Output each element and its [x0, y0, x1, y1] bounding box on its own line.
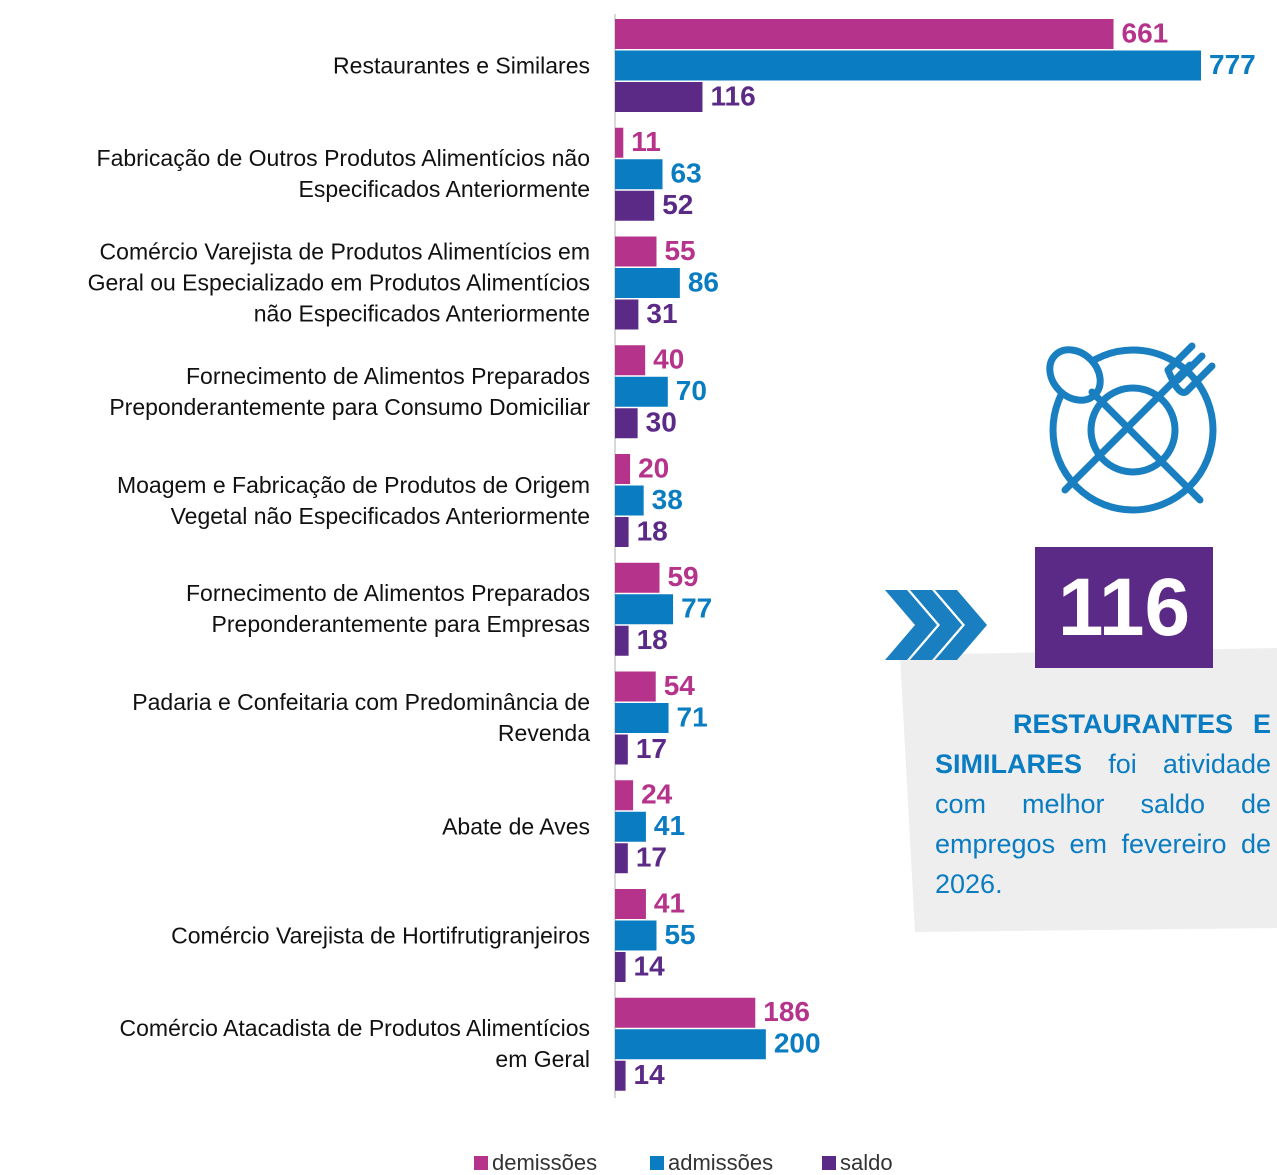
legend-label: demissões: [492, 1150, 598, 1175]
value-label: 186: [763, 996, 810, 1027]
callout-bold: RESTAURANTES E SIMILARES: [935, 709, 1271, 779]
bar: [615, 82, 703, 112]
value-label: 17: [636, 842, 667, 873]
callout-panel: [900, 648, 1277, 932]
bar: [615, 920, 657, 951]
value-label: 77: [681, 593, 712, 624]
value-label: 18: [637, 515, 668, 546]
category-label: Fornecimento de Alimentos Preparados Pre…: [109, 362, 590, 420]
value-label: 31: [646, 298, 677, 329]
value-label: 71: [677, 701, 708, 732]
value-label: 55: [664, 235, 695, 266]
category-label: Comércio Varejista de Produtos Alimentíc…: [87, 238, 590, 327]
bar: [615, 671, 656, 702]
bar: [615, 952, 626, 982]
legend-swatch: [474, 1156, 488, 1170]
bar: [615, 997, 756, 1028]
bar: [615, 734, 628, 765]
bar: [615, 1029, 766, 1060]
value-label: 116: [710, 80, 755, 111]
value-label: 18: [637, 624, 668, 655]
category-label: Comércio Varejista de Hortifrutigranjeir…: [171, 922, 590, 948]
bar: [615, 299, 639, 330]
value-label: 54: [664, 670, 696, 701]
bar: [615, 19, 1114, 49]
bar: [615, 345, 646, 376]
value-label: 14: [634, 1059, 666, 1090]
bar: [615, 236, 657, 267]
value-label: 20: [638, 452, 669, 483]
value-label: 38: [652, 484, 683, 515]
legend-item: admissões: [650, 1150, 773, 1175]
legend-swatch: [650, 1156, 664, 1170]
bar: [615, 703, 669, 733]
chevrons: [885, 590, 987, 660]
legend-label: saldo: [840, 1150, 893, 1175]
bar: [615, 408, 638, 439]
category-label: Restaurantes e Similares: [333, 52, 590, 78]
value-label: 55: [664, 919, 695, 950]
callout-value: 116: [1035, 547, 1213, 668]
value-label: 41: [654, 887, 685, 918]
bar: [615, 268, 680, 298]
bar: [615, 190, 655, 221]
bar: [615, 594, 674, 625]
value-label: 14: [634, 950, 666, 981]
value-label: 661: [1122, 17, 1169, 48]
value-label: 40: [653, 344, 684, 375]
value-label: 52: [662, 189, 693, 220]
bar: [615, 485, 644, 516]
legend-item: saldo: [822, 1150, 893, 1175]
value-label: 59: [667, 561, 698, 592]
category-label: Fabricação de Outros Produtos Alimentíci…: [96, 145, 590, 203]
plate-icon: [1046, 342, 1217, 514]
bar: [615, 159, 663, 190]
value-label: 200: [774, 1028, 821, 1059]
value-label: 30: [646, 407, 677, 438]
bar: [615, 50, 1201, 81]
category-label: Fornecimento de Alimentos Preparados Pre…: [186, 580, 590, 638]
value-label: 24: [641, 779, 673, 810]
bar: [615, 562, 660, 593]
value-label: 17: [636, 733, 667, 764]
value-label: 11: [631, 126, 661, 157]
callout-text: RESTAURANTES E SIMILARES foi atividade c…: [935, 704, 1271, 904]
bar: [615, 376, 668, 407]
category-label: Abate de Aves: [442, 813, 590, 840]
bar: [615, 127, 624, 158]
callout-body: foi atividade com melhor saldo de empreg…: [935, 749, 1271, 899]
bar: [615, 625, 629, 656]
bar: [615, 517, 629, 547]
legend-swatch: [822, 1156, 836, 1170]
bar: [615, 1060, 626, 1091]
value-label: 63: [671, 158, 702, 189]
bar: [615, 811, 646, 842]
value-label: 86: [688, 266, 719, 297]
legend-item: demissões: [474, 1150, 597, 1175]
category-label: Padaria e Confeitaria com Predominância …: [132, 689, 590, 746]
value-label: 41: [654, 810, 685, 841]
legend-label: admissões: [668, 1150, 774, 1175]
category-label: Moagem e Fabricação de Produtos de Orige…: [116, 471, 590, 529]
bar: [615, 843, 628, 874]
bar: [615, 889, 646, 919]
bar: [615, 454, 631, 484]
category-label: Comércio Atacadista de Produtos Alimentí…: [119, 1015, 590, 1073]
value-label: 70: [676, 375, 707, 406]
value-label: 777: [1209, 49, 1256, 80]
bar: [615, 780, 634, 811]
